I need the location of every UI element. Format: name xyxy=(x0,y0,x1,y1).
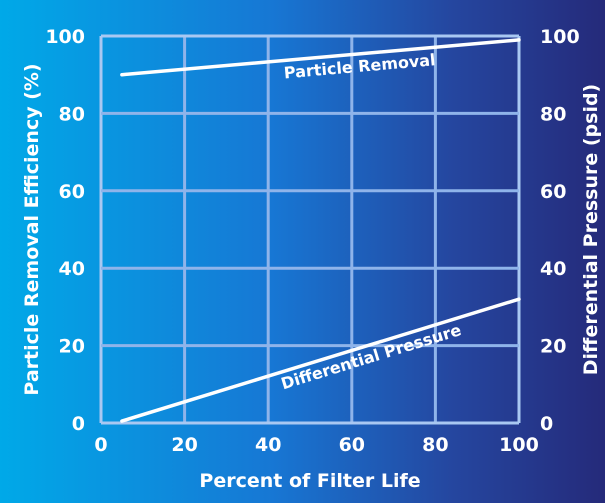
x-tick-label: 0 xyxy=(94,434,107,456)
x-tick-label: 80 xyxy=(422,434,448,456)
y-tick-label: 100 xyxy=(45,26,85,48)
series-line xyxy=(120,38,521,77)
y2-tick-label: 60 xyxy=(540,181,566,203)
y2-tick-label: 20 xyxy=(540,336,566,358)
series-lines xyxy=(120,38,521,423)
x-tick-label: 40 xyxy=(255,434,281,456)
y2-tick-label: 100 xyxy=(540,26,580,48)
y-axis-label-left: Particle Removal Efficiency (%) xyxy=(21,63,43,395)
y2-tick-label: 0 xyxy=(540,413,553,435)
y2-tick-label: 80 xyxy=(540,103,566,125)
y-tick-label: 20 xyxy=(59,336,85,358)
y-tick-label: 60 xyxy=(59,181,85,203)
x-axis-label: Percent of Filter Life xyxy=(199,470,420,492)
grid xyxy=(99,34,521,425)
y-axis-label-right: Differential Pressure (psid) xyxy=(580,84,602,375)
series-line xyxy=(120,297,521,423)
y2-tick-label: 40 xyxy=(540,258,566,280)
x-tick-label: 60 xyxy=(339,434,365,456)
y-tick-label: 40 xyxy=(59,258,85,280)
y-tick-label: 0 xyxy=(72,413,85,435)
x-tick-label: 20 xyxy=(171,434,197,456)
x-tick-label: 100 xyxy=(499,434,539,456)
y-tick-label: 80 xyxy=(59,103,85,125)
